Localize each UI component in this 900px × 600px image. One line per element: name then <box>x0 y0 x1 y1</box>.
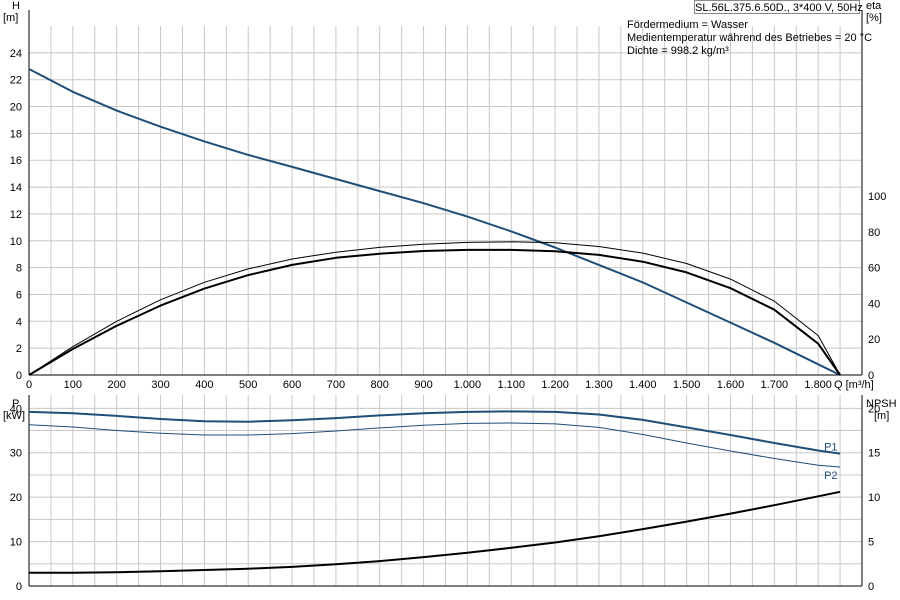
y-tick-label-right: 0 <box>868 581 874 593</box>
x-tick-label: 600 <box>283 379 301 391</box>
y-tick-label-left: 12 <box>10 209 22 221</box>
y-tick-label-right: 5 <box>868 537 874 549</box>
y-tick-label-left: 18 <box>10 128 22 140</box>
bottom-series-p1 <box>28 410 841 455</box>
y-tick-label-right: 20 <box>868 403 880 415</box>
y-tick-label-left: 0 <box>16 581 22 593</box>
bottom-series-2 <box>29 490 841 574</box>
y-tick-label-right: 0 <box>868 370 874 382</box>
y-tick-label-right: 60 <box>868 263 880 275</box>
x-tick-label: 1.100 <box>497 379 525 391</box>
y-tick-label-left: 6 <box>16 289 22 301</box>
x-tick-label: 300 <box>151 379 169 391</box>
annotation-temperature: Medientemperatur während des Betriebes =… <box>627 32 873 44</box>
y-tick-label-left: 14 <box>10 182 22 194</box>
bottom-grid <box>28 395 863 587</box>
top-series-0 <box>28 68 841 376</box>
x-tick-label: 1.200 <box>541 379 569 391</box>
axis-labels: H[m]eta[%]024681012141618202224020406080… <box>3 0 897 593</box>
y-axis-left-label: P <box>12 398 19 410</box>
top-grid <box>28 10 863 376</box>
x-tick-label: 1.400 <box>629 379 657 391</box>
bottom-series: P1 P2 <box>28 410 841 574</box>
y-tick-label-right: 40 <box>868 298 880 310</box>
y-tick-label-left: 20 <box>10 492 22 504</box>
bottom-series-p2 <box>28 422 841 468</box>
y-tick-label-right: 15 <box>868 448 880 460</box>
y-axis-left-label: H <box>12 0 20 12</box>
x-tick-label: 400 <box>195 379 213 391</box>
y-tick-label-left: 10 <box>10 537 22 549</box>
x-tick-label: 200 <box>108 379 126 391</box>
series-label-p1: P1 <box>824 442 837 454</box>
x-tick-label: 0 <box>26 379 32 391</box>
y-tick-label-left: 4 <box>16 316 22 328</box>
y-tick-label-right: 80 <box>868 227 880 239</box>
x-tick-label: 500 <box>239 379 257 391</box>
medium-info: Fördermedium = Wasser Medientemperatur w… <box>627 19 872 58</box>
chart-title: SL.56L.375.6.50D., 3*400 V, 50Hz <box>694 0 863 14</box>
top-series-2 <box>28 241 841 376</box>
y-tick-label-left: 40 <box>10 403 22 415</box>
y-axis-left-unit: [kW] <box>3 410 25 422</box>
x-tick-label: 1.500 <box>673 379 701 391</box>
y-tick-label-left: 30 <box>10 448 22 460</box>
x-tick-label: 1.800 <box>804 379 832 391</box>
x-tick-label: 700 <box>327 379 345 391</box>
y-tick-label-left: 20 <box>10 102 22 114</box>
y-tick-label-left: 22 <box>10 75 22 87</box>
y-tick-label-left: 2 <box>16 343 22 355</box>
top-series <box>28 68 841 376</box>
x-tick-label: 100 <box>64 379 82 391</box>
annotation-medium: Fördermedium = Wasser <box>627 19 748 31</box>
x-tick-label: 800 <box>371 379 389 391</box>
y-tick-label-right: 20 <box>868 334 880 346</box>
y-tick-label-left: 10 <box>10 236 22 248</box>
x-axis-label: Q [m³/h] <box>834 379 874 391</box>
y-tick-label-left: 24 <box>10 48 22 60</box>
y-tick-label-right: 100 <box>868 191 886 203</box>
y-axis-left-unit: [m] <box>3 12 18 24</box>
x-tick-label: 1.000 <box>454 379 482 391</box>
y-tick-label-left: 0 <box>16 370 22 382</box>
x-tick-label: 1.600 <box>717 379 745 391</box>
y-tick-label-left: 8 <box>16 263 22 275</box>
y-axis-right-label: NPSH <box>866 398 897 410</box>
series-label-p2: P2 <box>824 470 837 482</box>
y-axis-right-unit: [%] <box>866 12 882 24</box>
x-tick-label: 900 <box>414 379 432 391</box>
top-series-1 <box>28 248 841 376</box>
annotation-density: Dichte = 998.2 kg/m³ <box>627 45 729 57</box>
y-axis-right-label: eta <box>866 0 882 12</box>
y-axis-right-unit: [m] <box>874 410 889 422</box>
x-tick-label: 1.700 <box>761 379 789 391</box>
y-tick-label-right: 10 <box>868 492 880 504</box>
y-tick-label-left: 16 <box>10 155 22 167</box>
x-tick-label: 1.300 <box>585 379 613 391</box>
